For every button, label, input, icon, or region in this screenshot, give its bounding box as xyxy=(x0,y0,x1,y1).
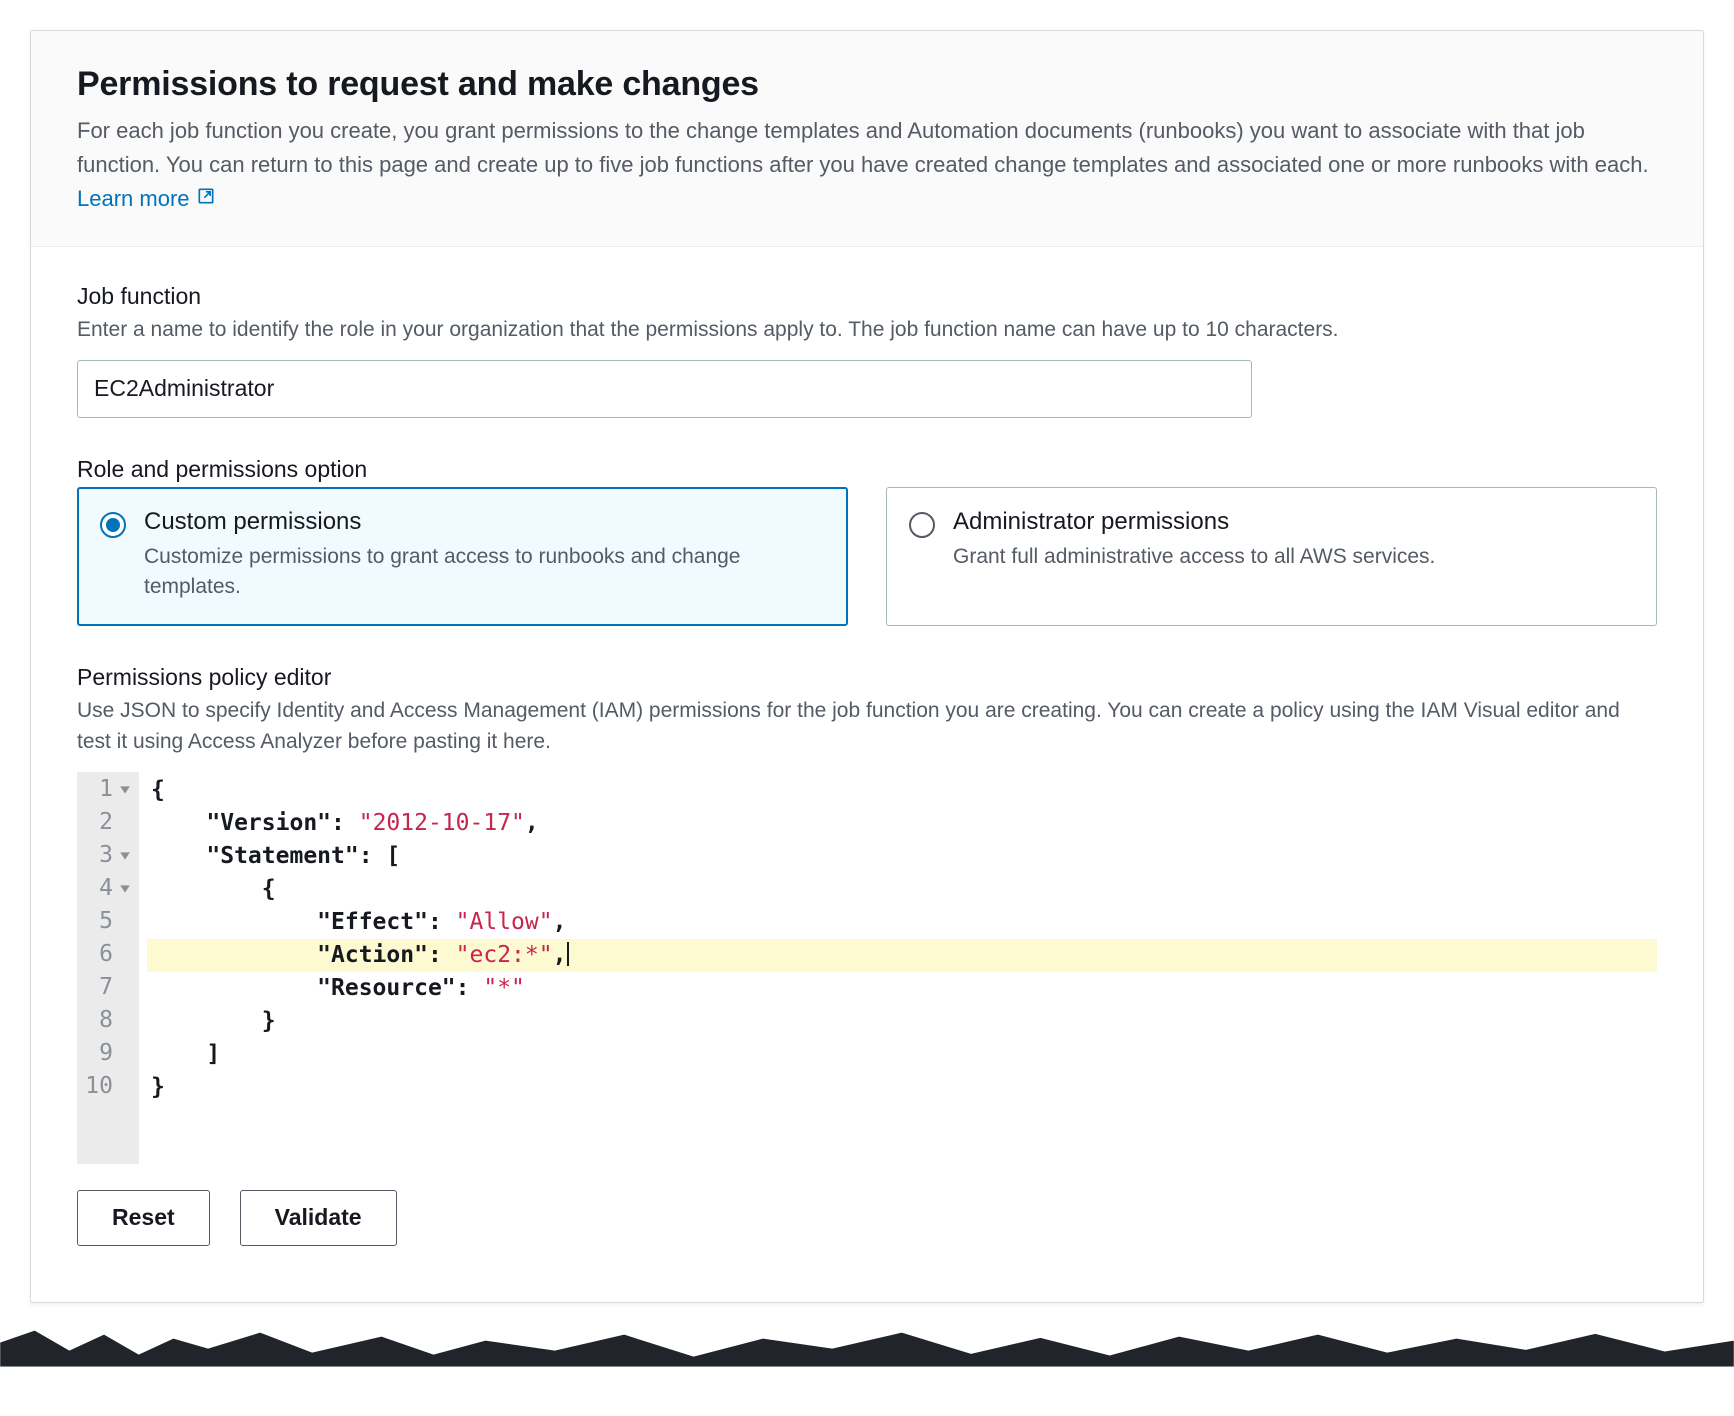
validate-button[interactable]: Validate xyxy=(240,1190,397,1246)
tile-text: Administrator permissions Grant full admi… xyxy=(953,508,1435,603)
code-line[interactable]: { xyxy=(147,774,1657,807)
gutter-line: 3 xyxy=(83,840,137,873)
external-link-icon xyxy=(196,182,216,216)
learn-more-link[interactable]: Learn more xyxy=(77,182,216,216)
code-line[interactable]: "Effect": "Allow", xyxy=(147,906,1657,939)
fold-caret-icon xyxy=(119,1048,131,1060)
tile-text: Custom permissions Customize permissions … xyxy=(144,508,825,603)
gutter-line: 7 xyxy=(83,972,137,1005)
policy-editor-help: Use JSON to specify Identity and Access … xyxy=(77,695,1657,758)
panel-header: Permissions to request and make changes … xyxy=(31,31,1703,247)
fold-caret-icon xyxy=(119,1015,131,1027)
policy-editor-field: Permissions policy editor Use JSON to sp… xyxy=(77,664,1657,1246)
gutter-line: 9 xyxy=(83,1038,137,1071)
gutter-line: 4 xyxy=(83,873,137,906)
job-function-field: Job function Enter a name to identify th… xyxy=(77,283,1657,418)
fold-caret-icon xyxy=(119,916,131,928)
code-line[interactable]: "Resource": "*" xyxy=(147,972,1657,1005)
fold-caret-icon xyxy=(119,982,131,994)
permissions-panel: Permissions to request and make changes … xyxy=(30,30,1704,1303)
code-line[interactable]: { xyxy=(147,873,1657,906)
gutter-line: 5 xyxy=(83,906,137,939)
code-gutter: 12345678910 xyxy=(77,772,139,1164)
panel-description-text: For each job function you create, you gr… xyxy=(77,118,1649,177)
fold-caret-icon xyxy=(119,817,131,829)
gutter-line: 1 xyxy=(83,774,137,807)
tile-desc: Grant full administrative access to all … xyxy=(953,542,1435,572)
tile-title: Custom permissions xyxy=(144,508,825,536)
text-cursor xyxy=(567,942,569,966)
policy-editor-label: Permissions policy editor xyxy=(77,664,1657,691)
code-line[interactable]: ] xyxy=(147,1038,1657,1071)
fold-caret-icon xyxy=(119,949,131,961)
radio-icon xyxy=(100,512,126,538)
editor-button-row: Reset Validate xyxy=(77,1190,1657,1246)
panel-description: For each job function you create, you gr… xyxy=(77,114,1657,216)
gutter-line: 10 xyxy=(83,1071,137,1104)
role-tile-admin[interactable]: Administrator permissions Grant full admi… xyxy=(886,487,1657,626)
gutter-line: 6 xyxy=(83,939,137,972)
fold-caret-icon[interactable] xyxy=(119,883,131,895)
code-line[interactable]: "Statement": [ xyxy=(147,840,1657,873)
code-line[interactable]: "Action": "ec2:*", xyxy=(147,939,1657,972)
reset-button[interactable]: Reset xyxy=(77,1190,210,1246)
learn-more-label: Learn more xyxy=(77,182,190,216)
code-body[interactable]: { "Version": "2012-10-17", "Statement": … xyxy=(139,772,1657,1164)
radio-icon xyxy=(909,512,935,538)
tile-title: Administrator permissions xyxy=(953,508,1435,536)
role-option-tiles: Custom permissions Customize permissions … xyxy=(77,487,1657,626)
role-option-field: Role and permissions option Custom permi… xyxy=(77,456,1657,626)
gutter-line: 2 xyxy=(83,807,137,840)
role-option-label: Role and permissions option xyxy=(77,456,1657,483)
torn-edge-decoration xyxy=(0,1327,1734,1367)
job-function-input[interactable] xyxy=(77,360,1252,418)
fold-caret-icon[interactable] xyxy=(119,784,131,796)
panel-title: Permissions to request and make changes xyxy=(77,65,1657,104)
fold-caret-icon[interactable] xyxy=(119,850,131,862)
code-line[interactable]: } xyxy=(147,1071,1657,1104)
gutter-line: 8 xyxy=(83,1005,137,1038)
job-function-help: Enter a name to identify the role in you… xyxy=(77,314,1657,346)
role-tile-custom[interactable]: Custom permissions Customize permissions … xyxy=(77,487,848,626)
tile-desc: Customize permissions to grant access to… xyxy=(144,542,825,603)
code-line[interactable]: "Version": "2012-10-17", xyxy=(147,807,1657,840)
panel-body: Job function Enter a name to identify th… xyxy=(31,247,1703,1301)
fold-caret-icon xyxy=(119,1081,131,1093)
job-function-label: Job function xyxy=(77,283,1657,310)
policy-code-editor[interactable]: 12345678910 { "Version": "2012-10-17", "… xyxy=(77,772,1657,1164)
code-line[interactable]: } xyxy=(147,1005,1657,1038)
